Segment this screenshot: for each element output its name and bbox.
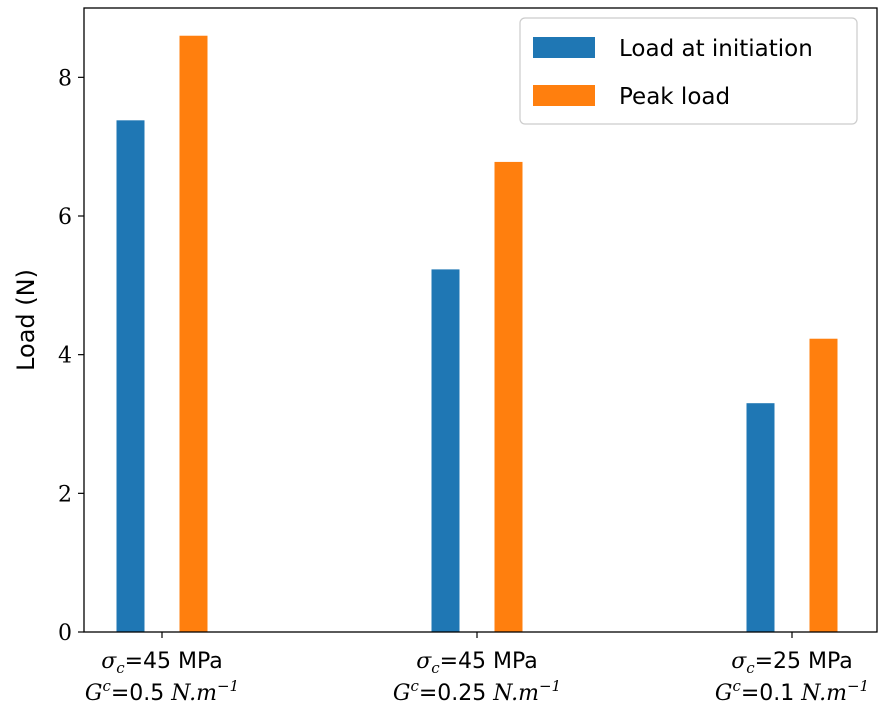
x-tick-label-line1: σc=45 MPa	[101, 649, 223, 677]
y-tick-label: 4	[58, 344, 72, 369]
bar-peak-load-2	[494, 161, 523, 633]
legend-box	[519, 17, 858, 125]
y-tick-label: 8	[58, 66, 72, 91]
legend-label: Peak load	[619, 84, 730, 110]
x-tick-label-line2: Gc=0.5 N.m−1	[85, 677, 239, 706]
bar-peak-load-3	[809, 338, 838, 632]
bar-peak-load-1	[179, 35, 208, 632]
x-tick-label-line2: Gc=0.25 N.m−1	[393, 677, 561, 706]
bar-load-at-initiation-2	[431, 269, 460, 632]
y-axis-ticks: 0 2 4 6 8	[58, 66, 84, 646]
bar-load-at-initiation-3	[746, 403, 775, 632]
x-tick-label-line1: σc=25 MPa	[731, 649, 853, 677]
y-tick-label: 2	[58, 482, 72, 507]
bar-load-at-initiation-1	[116, 120, 145, 632]
legend-swatch	[533, 37, 595, 58]
plot-frame	[83, 7, 878, 633]
y-tick-label: 0	[58, 621, 72, 646]
y-axis-label: Load (N)	[12, 269, 40, 371]
x-tick-label-line1: σc=45 MPa	[416, 649, 538, 677]
bars-layer	[116, 35, 838, 633]
y-tick-label: 6	[58, 205, 72, 230]
legend-swatch	[533, 85, 595, 106]
legend-label: Load at initiation	[619, 36, 813, 62]
x-tick-label-line2: Gc=0.1 N.m−1	[715, 677, 869, 706]
legend: Load at initiation Peak load	[519, 17, 858, 125]
